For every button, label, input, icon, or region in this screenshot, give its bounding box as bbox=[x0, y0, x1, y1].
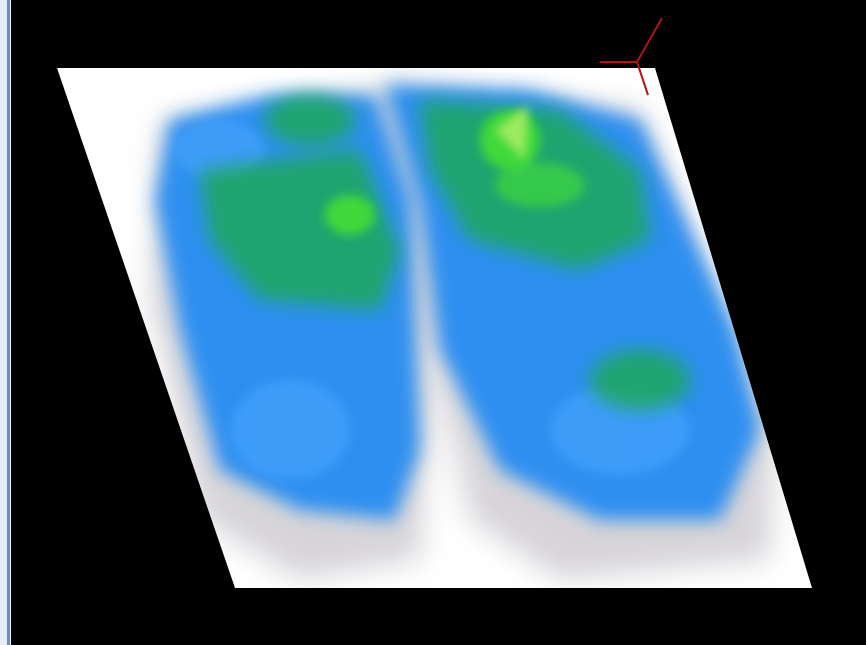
terrain-viewer bbox=[0, 0, 866, 645]
window-edge-line bbox=[7, 0, 10, 645]
page bbox=[0, 0, 866, 645]
